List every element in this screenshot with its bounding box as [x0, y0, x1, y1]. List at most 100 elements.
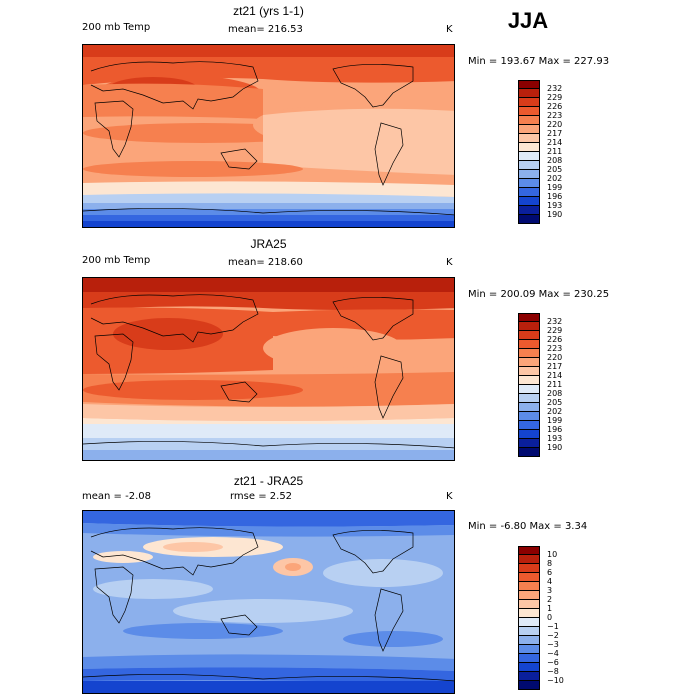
colorbar-swatch — [518, 322, 540, 331]
colorbar-tick-label: 196 — [547, 425, 563, 434]
colorbar-swatch — [518, 197, 540, 206]
min-max-label: Min = 200.09 Max = 230.25 — [468, 289, 610, 300]
colorbar-tick-label: 223 — [547, 344, 563, 353]
colorbar-swatch — [518, 663, 540, 672]
colorbar-swatch — [518, 609, 540, 618]
colorbar-swatch — [518, 125, 540, 134]
colorbar-swatch — [518, 89, 540, 98]
colorbar-tick-label: −1 — [547, 622, 559, 631]
colorbar-swatch — [518, 672, 540, 681]
colorbar-tick-label: 211 — [547, 380, 563, 389]
colorbar-swatch — [518, 636, 540, 645]
colorbar-tick-label: 205 — [547, 165, 563, 174]
colorbar-swatch — [518, 107, 540, 116]
colorbar-tick-label: 199 — [547, 183, 563, 192]
colorbar-tick-label: 1 — [547, 604, 553, 613]
colorbar-tick-label: −3 — [547, 640, 559, 649]
colorbar-swatch — [518, 627, 540, 636]
colorbar-tick-label: 205 — [547, 398, 563, 407]
colorbar-swatch — [518, 143, 540, 152]
colorbar — [518, 313, 540, 457]
colorbar-swatch — [518, 403, 540, 412]
colorbar-swatch — [518, 385, 540, 394]
colorbar-tick-label: 10 — [547, 550, 558, 559]
colorbar-swatch — [518, 430, 540, 439]
colorbar-swatch — [518, 98, 540, 107]
colorbar-swatch — [518, 179, 540, 188]
colorbar-tick-label: 190 — [547, 210, 563, 219]
colorbar-swatch — [518, 654, 540, 663]
colorbar-swatch — [518, 421, 540, 430]
colorbar-swatch — [518, 188, 540, 197]
colorbar-swatch — [518, 582, 540, 591]
colorbar-tick-label: 199 — [547, 416, 563, 425]
colorbar-swatch — [518, 645, 540, 654]
colorbar-swatch — [518, 600, 540, 609]
colorbar-tick-label: 196 — [547, 192, 563, 201]
colorbar-tick-label: 202 — [547, 407, 563, 416]
colorbar-swatch — [518, 161, 540, 170]
colorbar-tick-label: −4 — [547, 649, 559, 658]
colorbar-tick-label: 217 — [547, 129, 563, 138]
colorbar-swatch — [518, 573, 540, 582]
colorbar-swatch — [518, 134, 540, 143]
colorbar-tick-label: 193 — [547, 434, 563, 443]
colorbar-tick-label: 226 — [547, 335, 563, 344]
colorbar-swatch — [518, 80, 540, 89]
difference-map — [82, 510, 455, 694]
colorbar-tick-label: 193 — [547, 201, 563, 210]
colorbar-tick-label: 214 — [547, 138, 563, 147]
colorbar-tick-label: 232 — [547, 317, 563, 326]
colorbar-swatch — [518, 555, 540, 564]
colorbar-swatch — [518, 439, 540, 448]
mean-label: mean= 216.53 — [228, 24, 303, 35]
colorbar-swatch — [518, 116, 540, 125]
mean-diff-label: mean = -2.08 — [82, 491, 151, 502]
units-label: K — [446, 491, 453, 502]
colorbar-swatch — [518, 313, 540, 322]
colorbar-tick-label: 4 — [547, 577, 553, 586]
colorbar-swatch — [518, 394, 540, 403]
colorbar-swatch — [518, 367, 540, 376]
min-max-label: Min = -6.80 Max = 3.34 — [468, 521, 588, 532]
colorbar-swatch — [518, 170, 540, 179]
colorbar-swatch — [518, 591, 540, 600]
mean-label: mean= 218.60 — [228, 257, 303, 268]
colorbar-tick-label: 214 — [547, 371, 563, 380]
season-label: JJA — [507, 8, 549, 33]
colorbar-tick-label: 229 — [547, 326, 563, 335]
variable-label: 200 mb Temp — [82, 22, 151, 33]
colorbar-tick-label: 208 — [547, 156, 563, 165]
colorbar-tick-label: 208 — [547, 389, 563, 398]
colorbar-swatch — [518, 349, 540, 358]
rmse-label: rmse = 2.52 — [230, 491, 293, 502]
colorbar-tick-label: 211 — [547, 147, 563, 156]
colorbar-tick-label: 3 — [547, 586, 553, 595]
colorbar-tick-label: 223 — [547, 111, 563, 120]
colorbar-swatch — [518, 376, 540, 385]
temperature-map — [82, 44, 455, 228]
units-label: K — [446, 24, 453, 35]
colorbar-tick-label: 8 — [547, 559, 553, 568]
colorbar-tick-label: −8 — [547, 667, 559, 676]
colorbar-swatch — [518, 152, 540, 161]
colorbar-swatch — [518, 340, 540, 349]
colorbar-tick-label: 0 — [547, 613, 553, 622]
colorbar-swatch — [518, 206, 540, 215]
colorbar-tick-label: −10 — [547, 676, 564, 685]
colorbar-tick-label: −2 — [547, 631, 559, 640]
colorbar-swatch — [518, 618, 540, 627]
colorbar-tick-label: −6 — [547, 658, 559, 667]
colorbar-swatch — [518, 546, 540, 555]
min-max-label: Min = 193.67 Max = 227.93 — [468, 56, 610, 67]
colorbar-tick-label: 226 — [547, 102, 563, 111]
colorbar-swatch — [518, 412, 540, 421]
colorbar — [518, 546, 540, 690]
colorbar-tick-label: 220 — [547, 353, 563, 362]
colorbar-tick-label: 2 — [547, 595, 553, 604]
colorbar-tick-label: 220 — [547, 120, 563, 129]
panel-title: JRA25 — [250, 237, 287, 251]
colorbar-tick-label: 217 — [547, 362, 563, 371]
colorbar-swatch — [518, 358, 540, 367]
temperature-map — [82, 277, 455, 461]
